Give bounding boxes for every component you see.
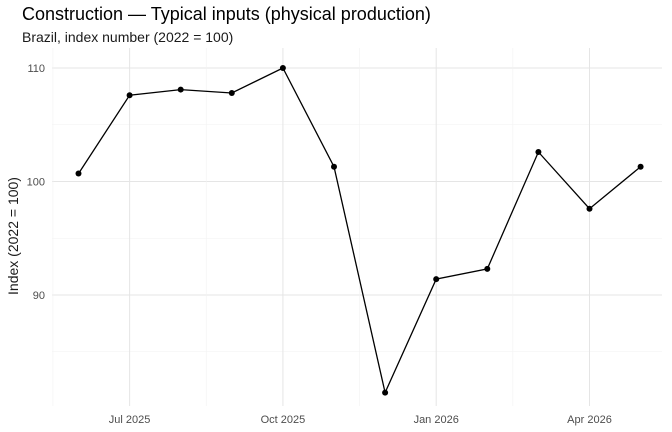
data-point xyxy=(279,65,286,71)
data-point xyxy=(535,148,542,155)
y-tick-label: 100 xyxy=(27,177,45,189)
data-point xyxy=(126,92,133,99)
data-point xyxy=(331,163,337,170)
x-axis-ticks: Jul 2025 Oct 2025 Jan 2026 Apr 2026 xyxy=(109,414,612,426)
chart-subtitle: Brazil, index number (2022 = 100) xyxy=(22,29,234,45)
data-point xyxy=(382,389,389,396)
data-point xyxy=(75,170,82,177)
y-axis-ticks: 90 100 110 xyxy=(27,63,45,302)
y-tick-label: 90 xyxy=(33,290,45,302)
x-tick-label: Jan 2026 xyxy=(414,414,459,426)
data-point xyxy=(586,205,593,212)
x-tick-label: Apr 2026 xyxy=(567,414,612,426)
data-point xyxy=(484,265,491,272)
data-point xyxy=(177,86,184,93)
x-tick-label: Jul 2025 xyxy=(109,414,151,426)
data-point xyxy=(433,276,440,283)
grid-lines xyxy=(52,48,662,406)
y-tick-label: 110 xyxy=(27,63,45,75)
chart-title: Construction — Typical inputs (physical … xyxy=(22,4,431,24)
series-line xyxy=(77,67,642,395)
y-axis-label: Index (2022 = 100) xyxy=(5,177,21,295)
data-points xyxy=(75,65,644,396)
x-tick-label: Oct 2025 xyxy=(261,414,306,426)
data-point xyxy=(228,89,235,96)
data-point xyxy=(637,163,644,170)
